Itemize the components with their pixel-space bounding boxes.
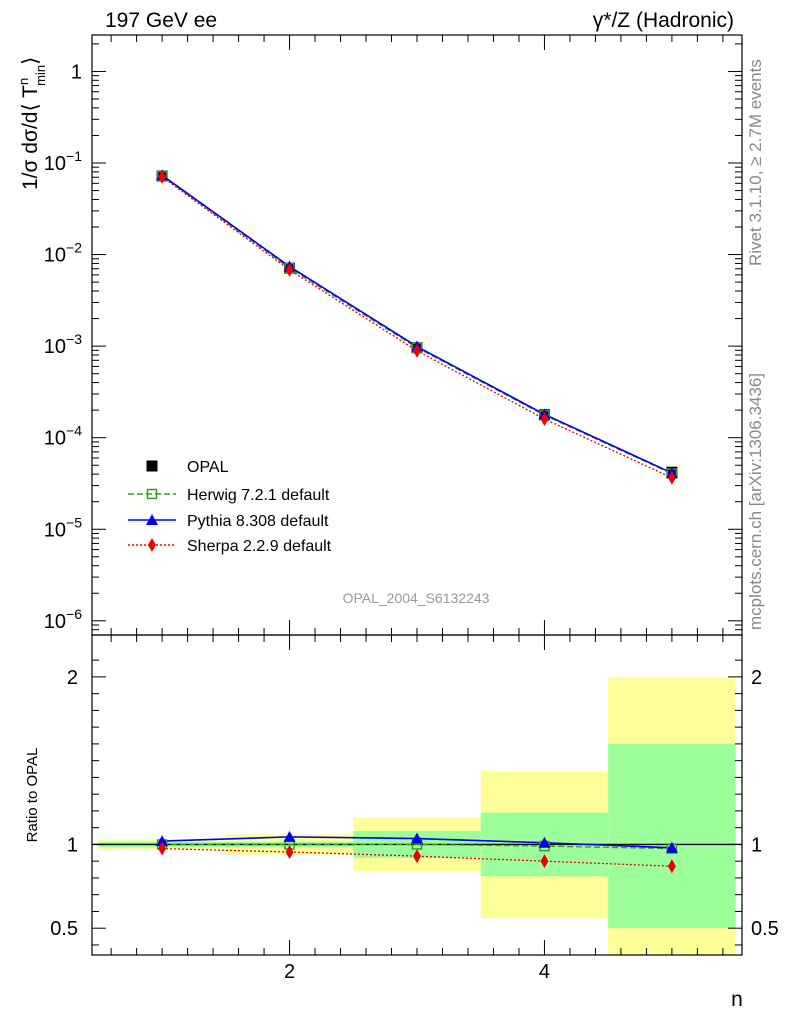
ratio-y-tick-label-left: 0.5 <box>50 918 78 940</box>
main-y-tick-label: 10−1 <box>44 148 82 175</box>
main-series-line-pythia <box>161 174 673 474</box>
mcplots-label: mcplots.cern.ch [arXiv:1306.3436] <box>746 373 765 630</box>
legend-label-herwig: Herwig 7.2.1 default <box>187 487 330 504</box>
ratio-point-sherpa <box>413 849 421 864</box>
legend-marker-pythia <box>146 514 158 525</box>
rivet-version-label: Rivet 3.1.10, ≥ 2.7M events <box>746 59 765 266</box>
legend-marker-sherpa <box>148 538 156 552</box>
ratio-y-axis-label: Ratio to OPAL <box>24 748 41 843</box>
ratio-point-pythia <box>283 830 296 842</box>
main-point-sherpa <box>158 169 167 184</box>
ratio-point-sherpa <box>667 859 676 874</box>
ratio-point-pythia <box>156 835 169 847</box>
legend: OPAL Herwig 7.2.1 default Pythia 8.308 def… <box>128 459 332 555</box>
legend-label-sherpa: Sherpa 2.2.9 default <box>187 538 332 555</box>
ratio-point-sherpa <box>540 854 549 869</box>
ratio-plot-panel: 2 4 0.5 0.5 1 1 2 2 <box>50 634 779 983</box>
ratio-band-inner-5 <box>608 743 736 929</box>
ratio-point-sherpa <box>285 844 294 859</box>
legend-marker-herwig <box>146 488 158 500</box>
main-point-sherpa <box>667 470 676 485</box>
x-axis-label: n <box>731 988 743 1011</box>
main-series-line-herwig <box>161 175 673 475</box>
main-plot-panel: 1 10−1 10−2 10−3 10−4 10−5 10−6 <box>44 34 743 636</box>
main-y-tick-label: 10−6 <box>44 606 82 633</box>
main-point-sherpa <box>413 343 421 358</box>
ratio-point-pythia <box>665 841 678 853</box>
ratio-series-line-herwig <box>162 843 672 850</box>
legend-marker-data <box>146 460 158 472</box>
ratio-point-sherpa <box>158 841 167 856</box>
analysis-id-watermark: OPAL_2004_S6132243 <box>343 590 490 606</box>
ratio-x-tick-label: 4 <box>539 961 550 983</box>
ratio-point-pythia <box>538 836 551 848</box>
ratio-x-tick-label: 2 <box>284 961 295 983</box>
main-point-sherpa <box>540 412 549 427</box>
main-y-tick-label: 10−5 <box>44 514 82 541</box>
ratio-y-tick-label-left: 1 <box>67 834 78 856</box>
main-y-axis-label: 1/σ dσ/d⟨ Tn min⟩ <box>16 57 48 190</box>
ratio-y-tick-label-right: 1 <box>751 834 762 856</box>
ratio-y-tick-label-right: 0.5 <box>751 918 779 940</box>
main-y-tick-label: 10−3 <box>44 331 82 358</box>
ratio-y-tick-label-right: 2 <box>751 667 762 689</box>
ratio-point-pythia <box>411 832 423 844</box>
header-left-label: 197 GeV ee <box>105 9 217 32</box>
ratio-series-line-sherpa <box>162 847 672 867</box>
header-right-label: γ*/Z (Hadronic) <box>593 9 734 32</box>
ratio-y-tick-label-left: 2 <box>67 667 78 689</box>
legend-label-pythia: Pythia 8.308 default <box>187 513 329 530</box>
main-series-line-sherpa <box>161 176 673 479</box>
main-y-tick-label: 10−4 <box>44 423 82 450</box>
main-y-tick-label: 1 <box>71 61 82 83</box>
main-y-tick-label: 10−2 <box>44 240 82 267</box>
main-point-sherpa <box>285 262 294 277</box>
legend-label-data: OPAL <box>187 459 229 476</box>
